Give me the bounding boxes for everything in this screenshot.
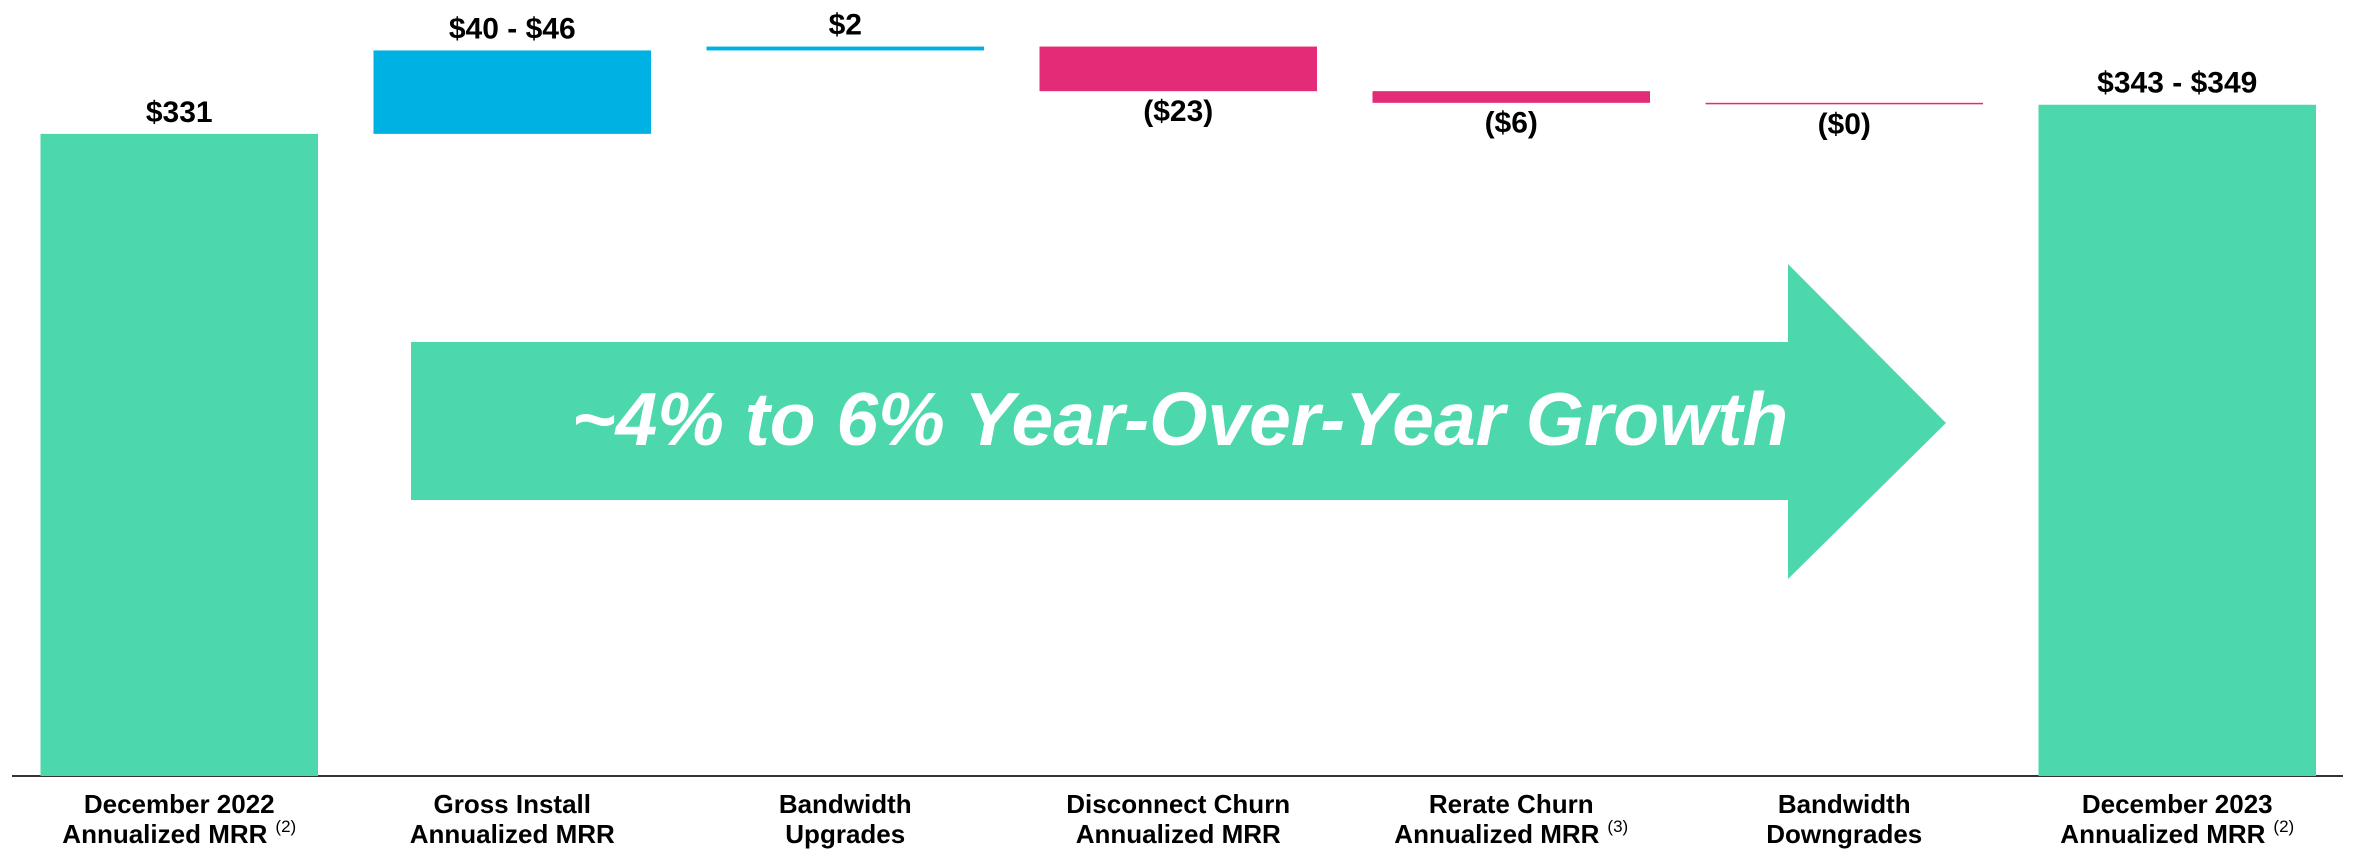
bar	[2038, 104, 2316, 776]
bar	[706, 46, 984, 51]
value-label: ($6)	[1485, 107, 1538, 140]
x-tick-label-line: Downgrades	[1766, 819, 1922, 849]
x-tick-label: Annualized MRR (2)	[62, 817, 296, 848]
bar	[1039, 46, 1317, 92]
growth-annotation: ~4% to 6% Year-Over-Year Growth	[572, 377, 1788, 461]
x-tick-label: Annualized MRR	[410, 819, 615, 849]
x-tick-label: December 2022	[84, 789, 275, 819]
x-tick-label-line: Annualized MRR	[1076, 819, 1281, 849]
value-label: ($0)	[1818, 108, 1871, 141]
value-label: $40 - $46	[449, 12, 576, 45]
x-tick-label-line: Gross Install	[434, 789, 592, 819]
x-tick-label-line: Disconnect Churn	[1066, 789, 1290, 819]
bar	[373, 50, 651, 134]
bar	[1372, 91, 1650, 103]
x-tick-label-line: Annualized MRR	[1394, 819, 1599, 849]
x-tick-label: Bandwidth	[1778, 789, 1911, 819]
value-label: ($23)	[1143, 95, 1213, 128]
x-tick-label-line: Bandwidth	[1778, 789, 1911, 819]
x-tick-label-line: Annualized MRR	[62, 819, 267, 849]
bar	[40, 133, 318, 777]
x-tick-label-line: December 2022	[84, 789, 275, 819]
x-tick-note: (2)	[2273, 817, 2294, 836]
value-label: $331	[146, 96, 213, 129]
x-tick-label-line: Bandwidth	[779, 789, 912, 819]
x-tick-label: Disconnect Churn	[1066, 789, 1290, 819]
x-tick-label: Upgrades	[785, 819, 905, 849]
x-tick-label: Bandwidth	[779, 789, 912, 819]
x-tick-label: Annualized MRR (2)	[2060, 817, 2294, 848]
x-tick-label: Downgrades	[1766, 819, 1922, 849]
x-tick-label-line: Upgrades	[785, 819, 905, 849]
value-label: $343 - $349	[2097, 67, 2257, 100]
x-tick-label: December 2023	[2082, 789, 2273, 819]
growth-arrow	[411, 264, 1946, 579]
x-tick-label: Rerate Churn	[1429, 789, 1594, 819]
x-tick-label-line: Rerate Churn	[1429, 789, 1594, 819]
x-tick-label-line: Annualized MRR	[2060, 819, 2265, 849]
x-tick-label: Annualized MRR	[1076, 819, 1281, 849]
x-tick-label-line: December 2023	[2082, 789, 2273, 819]
x-tick-label: Gross Install	[434, 789, 592, 819]
x-tick-label-line: Annualized MRR	[410, 819, 615, 849]
x-tick-label: Annualized MRR (3)	[1394, 817, 1628, 848]
bar	[1705, 102, 1983, 105]
value-label: $2	[829, 8, 862, 41]
x-tick-note: (3)	[1607, 817, 1628, 836]
x-tick-note: (2)	[275, 817, 296, 836]
